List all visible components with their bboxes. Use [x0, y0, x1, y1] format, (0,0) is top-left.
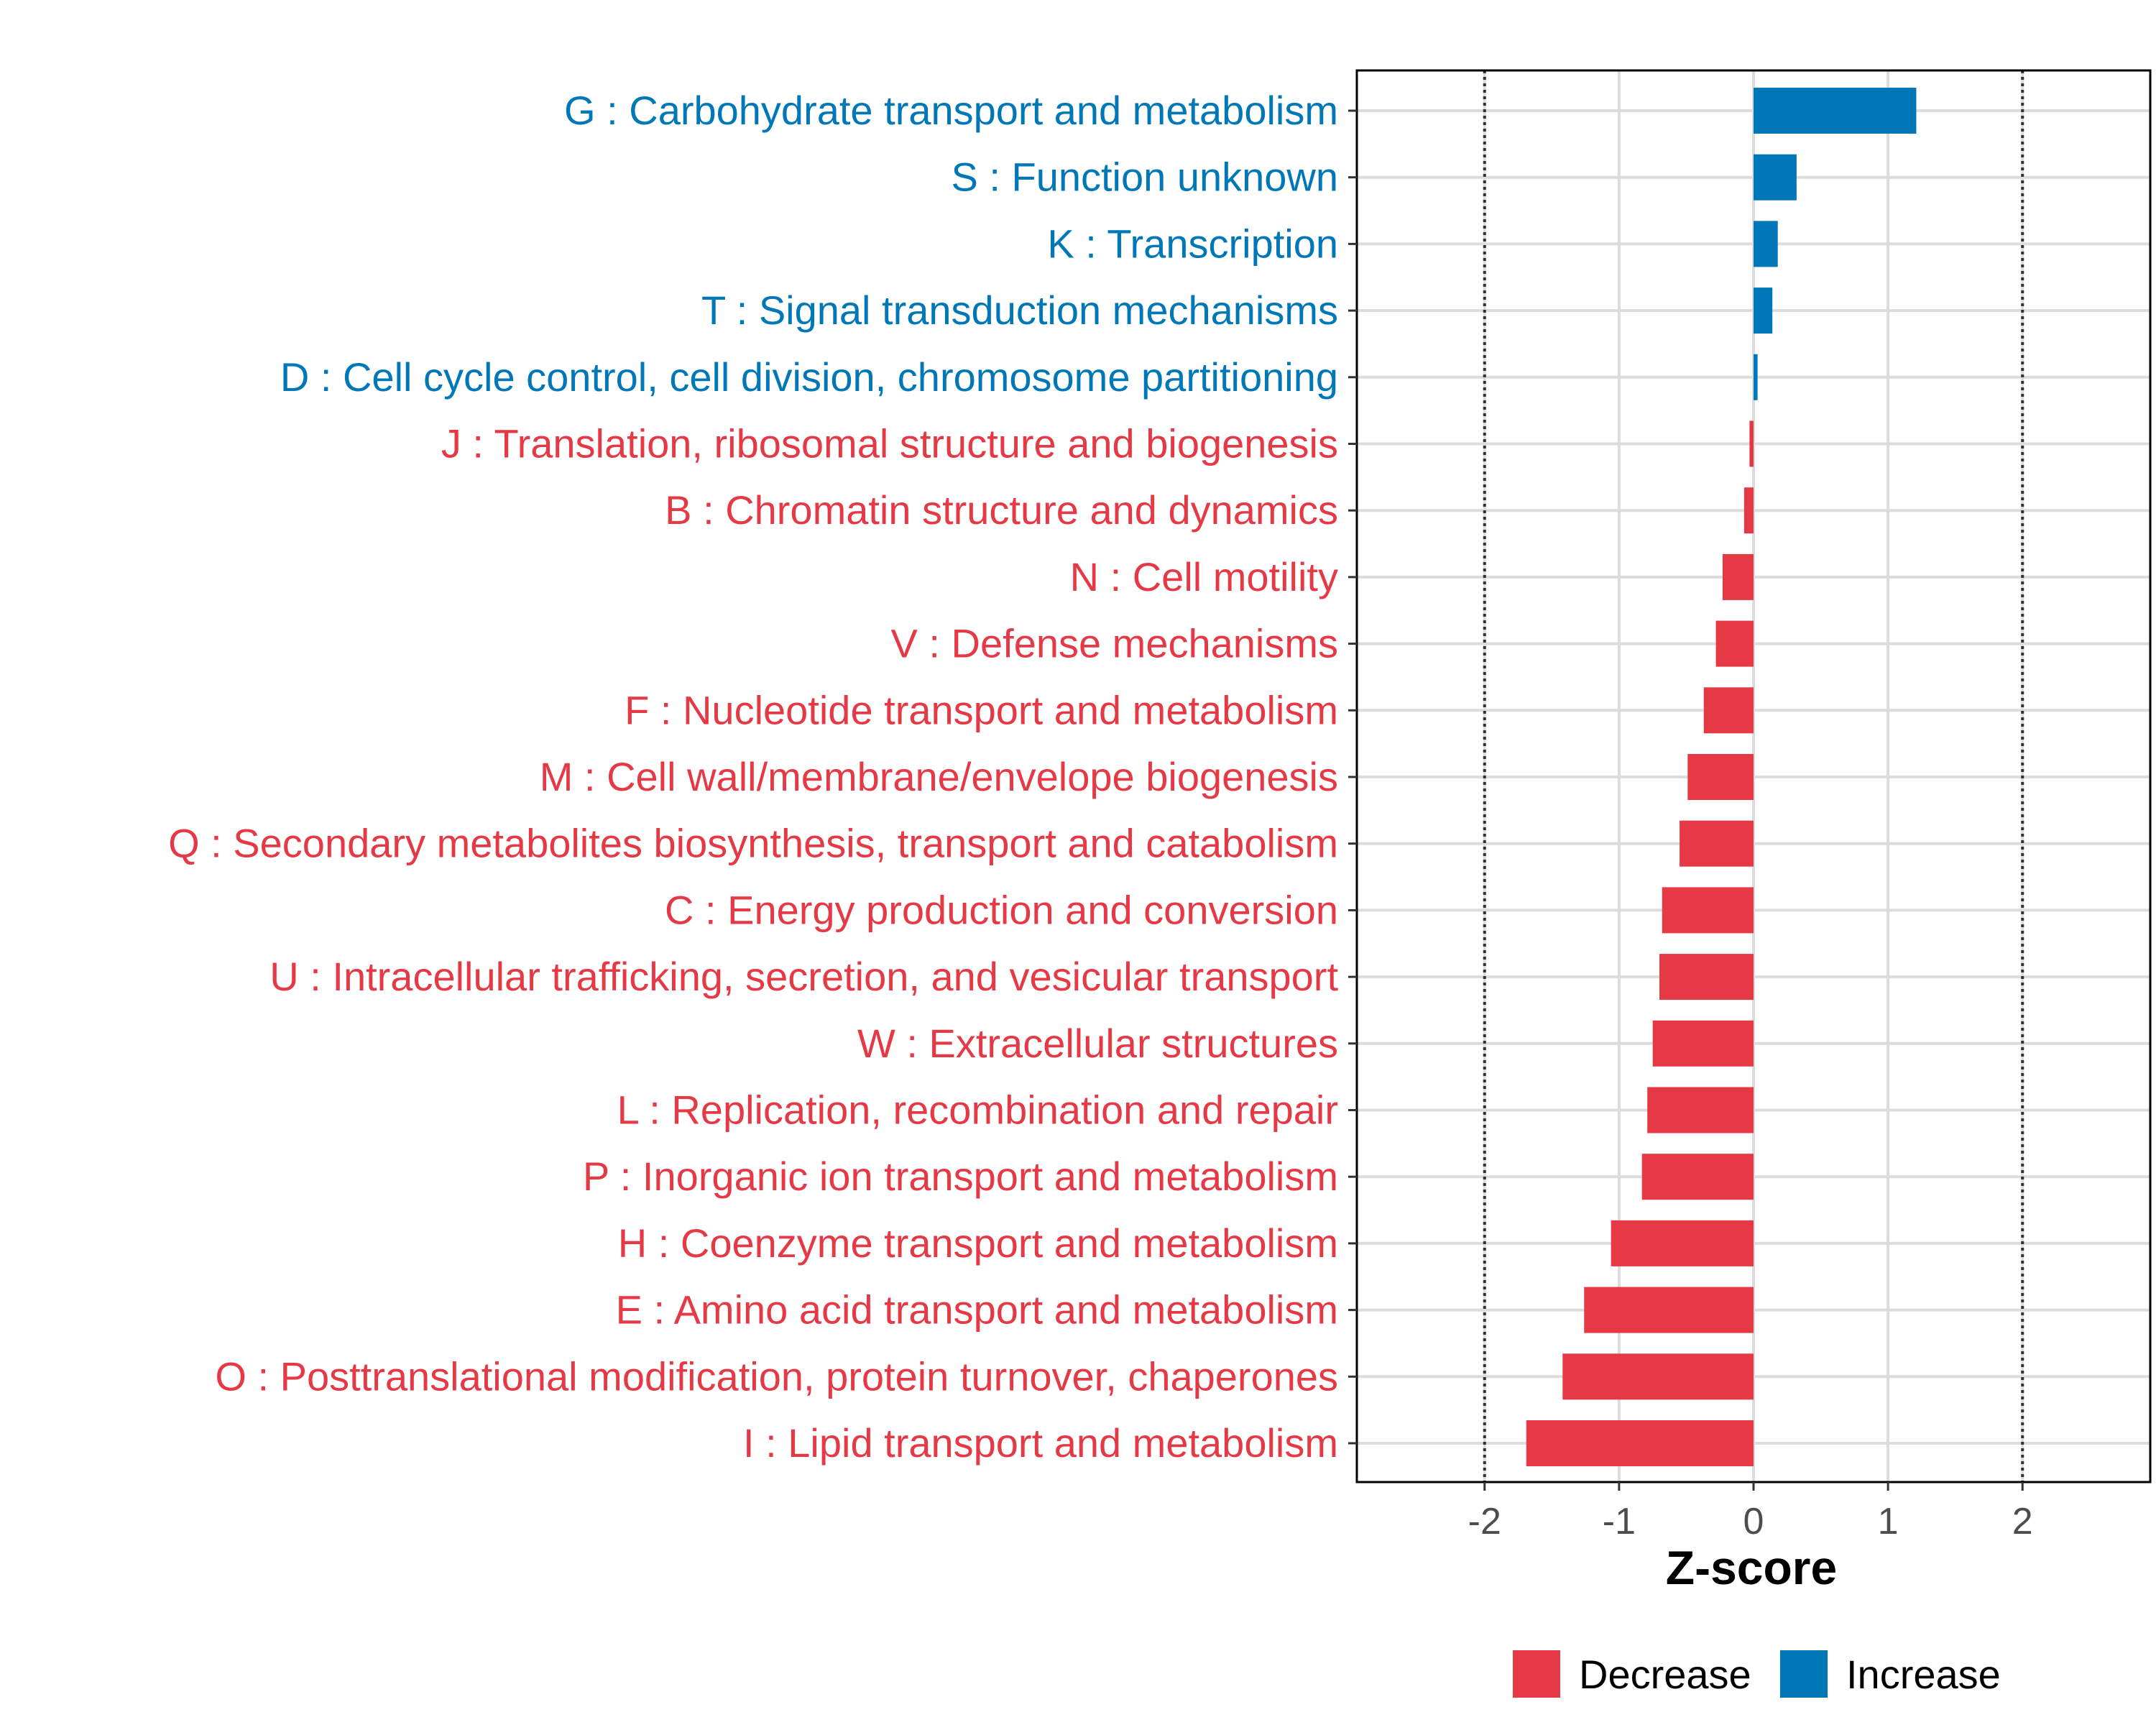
bar-f — [1703, 687, 1754, 734]
category-label: I : Lipid transport and metabolism — [743, 1420, 1338, 1466]
legend-swatch-decrease — [1513, 1650, 1560, 1698]
category-label: N : Cell motility — [1070, 554, 1338, 599]
bar-m — [1687, 754, 1754, 800]
category-label: B : Chromatin structure and dynamics — [665, 487, 1338, 533]
bar-d — [1754, 354, 1758, 400]
bar-u — [1659, 954, 1754, 1000]
legend-swatch-increase — [1780, 1650, 1828, 1698]
category-label: K : Transcription — [1047, 221, 1338, 266]
category-label: O : Posttranslational modification, prot… — [215, 1353, 1338, 1399]
category-label: T : Signal transduction mechanisms — [701, 288, 1338, 333]
bar-n — [1722, 553, 1754, 600]
category-label: L : Replication, recombination and repai… — [617, 1087, 1338, 1133]
legend: Decrease Increase — [1513, 1650, 2001, 1698]
bar-o — [1562, 1353, 1754, 1400]
category-label: U : Intracellular trafficking, secretion… — [270, 954, 1338, 999]
category-label: J : Translation, ribosomal structure and… — [441, 421, 1338, 466]
x-tick-label: 0 — [1743, 1501, 1764, 1542]
category-label: G : Carbohydrate transport and metabolis… — [564, 88, 1338, 133]
category-label: D : Cell cycle control, cell division, c… — [280, 354, 1338, 400]
bar-j — [1749, 420, 1754, 467]
category-label: Q : Secondary metabolites biosynthesis, … — [168, 821, 1338, 866]
legend-label-increase: Increase — [1846, 1652, 2001, 1697]
bar-w — [1652, 1020, 1754, 1067]
category-label: W : Extracellular structures — [857, 1021, 1338, 1066]
category-label: F : Nucleotide transport and metabolism — [625, 687, 1338, 732]
bars-layer — [1526, 88, 1917, 1466]
x-tick-label: 1 — [1878, 1501, 1899, 1542]
bar-l — [1647, 1087, 1754, 1133]
bar-g — [1754, 88, 1917, 134]
bar-q — [1680, 820, 1754, 867]
category-label: S : Function unknown — [951, 155, 1338, 200]
x-tick-label: -2 — [1468, 1501, 1501, 1542]
x-axis: -2 -1 0 1 2 — [1468, 1482, 2033, 1542]
category-label: E : Amino acid transport and metabolism — [616, 1287, 1338, 1333]
category-label: H : Coenzyme transport and metabolism — [618, 1220, 1338, 1266]
bar-v — [1715, 620, 1754, 667]
x-tick-label: 2 — [2012, 1501, 2033, 1542]
x-axis-title: Z-score — [1666, 1541, 1837, 1594]
category-label: C : Energy production and conversion — [665, 887, 1338, 932]
bar-t — [1754, 288, 1773, 334]
bar-b — [1743, 487, 1754, 534]
x-tick-label: -1 — [1603, 1501, 1636, 1542]
bar-p — [1641, 1154, 1754, 1200]
y-axis: G : Carbohydrate transport and metabolis… — [168, 88, 1357, 1466]
bar-e — [1584, 1287, 1754, 1333]
reference-lines — [1483, 70, 2024, 1482]
category-label: M : Cell wall/membrane/envelope biogenes… — [540, 754, 1338, 799]
bar-s — [1754, 154, 1797, 201]
bar-k — [1754, 221, 1778, 267]
bar-h — [1611, 1220, 1754, 1266]
bar-i — [1526, 1420, 1754, 1466]
legend-label-decrease: Decrease — [1579, 1652, 1751, 1697]
bar-c — [1662, 887, 1754, 934]
category-label: V : Defense mechanisms — [891, 621, 1338, 666]
category-label: P : Inorganic ion transport and metaboli… — [583, 1154, 1338, 1199]
